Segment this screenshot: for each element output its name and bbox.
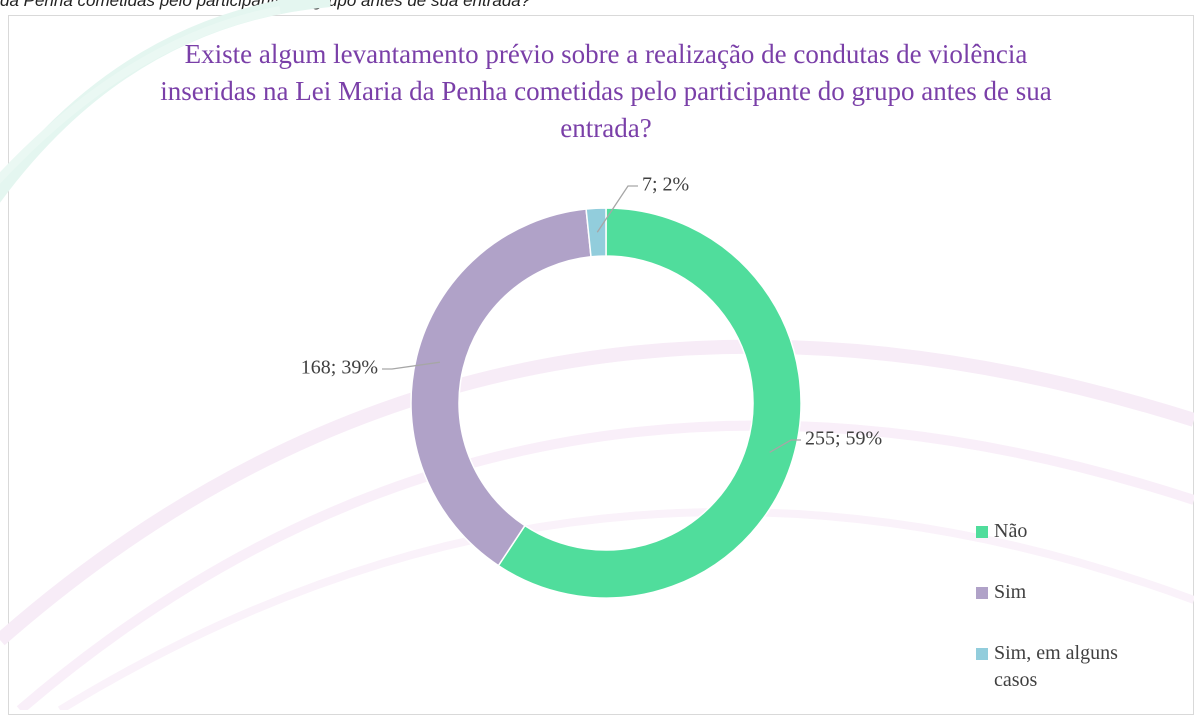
legend-entry: Sim, em alguns casos: [976, 640, 1166, 694]
data-label: 168; 39%: [301, 357, 378, 379]
legend-swatch: [976, 526, 988, 538]
legend-label: Sim, em alguns casos: [994, 642, 1118, 691]
chart-title: Existe algum levantamento prévio sobre a…: [160, 39, 1052, 143]
leader-line: [769, 439, 801, 453]
legend: Não Sim Sim, em alguns casos: [976, 518, 1166, 728]
donut-segment: [585, 207, 607, 258]
legend-label: Não: [994, 520, 1028, 542]
donut-segment: [497, 207, 802, 599]
legend-swatch: [976, 648, 988, 660]
legend-entry: Não: [976, 518, 1166, 545]
donut-segment: [410, 208, 592, 567]
chart: 255; 59% 168; 39% 7; 2%: [0, 0, 1194, 710]
legend-label: Sim: [994, 581, 1027, 603]
data-label: 7; 2%: [642, 174, 689, 196]
legend-entry: Sim: [976, 579, 1166, 606]
background-decoration: [0, 0, 1194, 710]
leader-line: [596, 185, 638, 233]
leader-line: [382, 361, 441, 370]
legend-swatch: [976, 587, 988, 599]
data-label: 255; 59%: [805, 428, 882, 450]
